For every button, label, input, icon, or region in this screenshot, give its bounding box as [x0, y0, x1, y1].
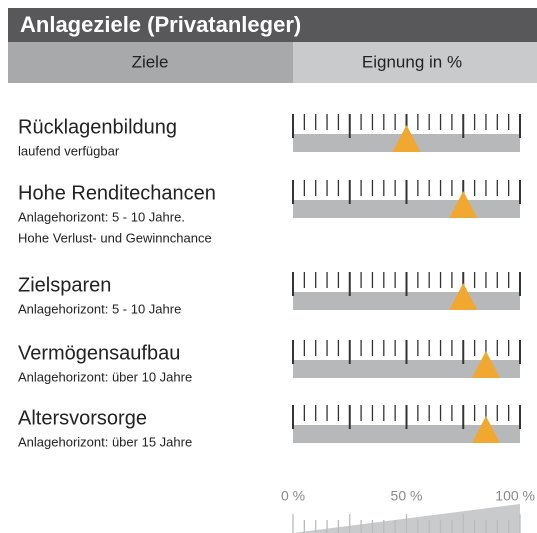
goal-description: Anlagehorizont: über 15 Jahre [18, 434, 192, 449]
marker [449, 191, 478, 218]
goal-description: Anlagehorizont: 5 - 10 Jahre [18, 301, 181, 316]
marker [471, 416, 500, 443]
goal-name: Vermögensaufbau [18, 342, 180, 364]
goal-description: laufend verfügbar [18, 143, 120, 158]
goal-description: Anlagehorizont: 5 - 10 Jahre. [18, 209, 185, 224]
marker [449, 283, 478, 310]
chart-title: Anlageziele (Privatanleger) [20, 12, 301, 37]
goal-description: Anlagehorizont: über 10 Jahre [18, 369, 192, 384]
header-cell [8, 42, 293, 83]
goal-name: Hohe Renditechancen [18, 182, 216, 204]
marker [471, 351, 500, 378]
x-tick-label: 0 % [281, 488, 305, 504]
x-tick-label: 50 % [391, 488, 423, 504]
header-cell [293, 42, 537, 83]
goal-name: Altersvorsorge [18, 407, 147, 429]
goal-name: Rücklagenbildung [18, 116, 177, 138]
title-bar [8, 8, 537, 42]
goal-name: Zielsparen [18, 274, 111, 296]
column-header: Ziele [132, 52, 169, 71]
column-header: Eignung in % [362, 52, 462, 71]
x-tick-label: 100 % [495, 488, 535, 504]
goal-description: Hohe Verlust- und Gewinnchance [18, 230, 212, 245]
marker [392, 125, 421, 152]
